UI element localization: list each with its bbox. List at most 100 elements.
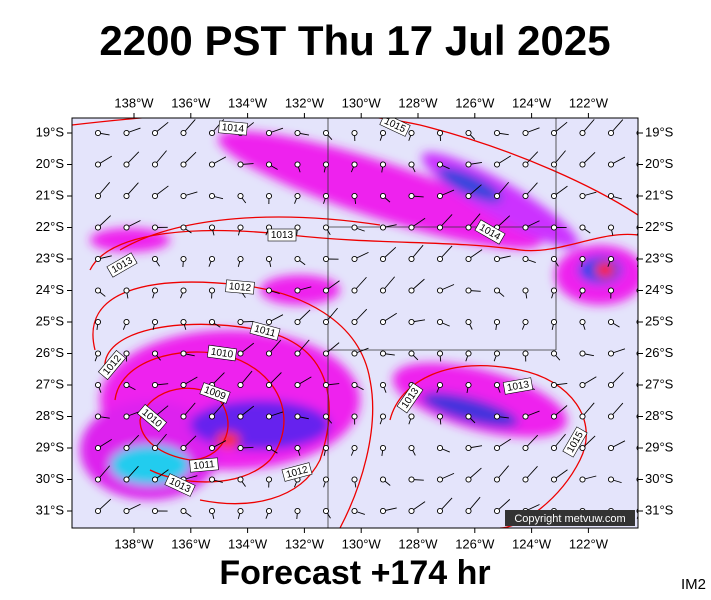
wind-barb xyxy=(322,161,330,173)
wind-station xyxy=(607,224,615,231)
wind-barb xyxy=(436,129,444,142)
wind-barb xyxy=(465,467,482,483)
wind-station xyxy=(493,129,501,137)
wind-station xyxy=(493,381,501,389)
wind-barb xyxy=(351,476,358,488)
wind-station xyxy=(408,192,415,200)
lat-label: 21°S xyxy=(36,187,65,202)
wind-barb xyxy=(294,339,310,357)
wind-barb xyxy=(579,318,586,330)
wind-barb xyxy=(94,381,102,393)
wind-barb xyxy=(408,476,424,483)
wind-station xyxy=(322,350,330,357)
wind-barb xyxy=(351,308,368,326)
wind-station xyxy=(237,381,244,389)
isobar-label-text: 1011 xyxy=(253,324,277,340)
wind-station xyxy=(322,161,330,168)
isobar-label: 1013 xyxy=(502,377,534,395)
wind-barb xyxy=(493,413,509,420)
wind-station xyxy=(123,161,130,168)
wind-barb xyxy=(151,318,159,330)
wind-station xyxy=(180,161,187,168)
wind-barb xyxy=(436,413,444,425)
isobar-label-box xyxy=(164,473,196,497)
lat-label: 30°S xyxy=(36,471,65,486)
wind-barb xyxy=(294,507,301,520)
isobar-label-box xyxy=(396,382,424,414)
wind-barb xyxy=(607,476,622,484)
wind-station xyxy=(151,287,159,294)
wind-barb xyxy=(436,245,453,263)
wind-barb xyxy=(607,348,626,357)
wind-station xyxy=(180,444,187,452)
wind-barb xyxy=(180,151,197,168)
lon-label: 132°W xyxy=(285,536,325,551)
wind-barb xyxy=(151,507,168,515)
wind-barb xyxy=(436,381,444,393)
lat-label: 19°S xyxy=(645,124,674,139)
wind-station xyxy=(408,444,415,452)
lat-label: 29°S xyxy=(36,439,65,454)
wind-barb xyxy=(294,161,301,173)
image-id: IM2 xyxy=(681,576,706,593)
wind-station xyxy=(237,255,244,263)
wind-station xyxy=(123,224,130,231)
wind-station xyxy=(208,318,216,326)
wind-station xyxy=(265,413,273,420)
wind-barb xyxy=(151,433,167,452)
wind-barb xyxy=(123,350,130,362)
wind-barb xyxy=(294,413,309,420)
wind-barb xyxy=(436,444,450,453)
wind-barb xyxy=(436,214,453,231)
lat-label: 26°S xyxy=(645,345,674,360)
lat-label: 31°S xyxy=(36,502,65,517)
wind-station xyxy=(208,444,216,452)
wind-barb xyxy=(322,342,340,357)
wind-barb xyxy=(322,413,333,424)
wind-barb xyxy=(208,318,221,328)
wind-barb xyxy=(408,278,425,294)
wind-barb xyxy=(379,476,391,486)
wind-station xyxy=(493,161,501,168)
wind-station xyxy=(379,350,387,357)
wind-station xyxy=(408,476,415,483)
wind-barb xyxy=(579,287,586,299)
wind-station xyxy=(436,318,444,326)
wind-station xyxy=(579,255,586,263)
wind-station xyxy=(351,255,358,263)
wind-barb xyxy=(522,220,540,231)
wind-barb xyxy=(465,161,483,168)
wind-barb xyxy=(123,151,140,168)
wind-station xyxy=(408,129,415,137)
wind-barb xyxy=(379,350,395,357)
forecast-label: Forecast +174 hr xyxy=(219,554,490,592)
wind-barb xyxy=(379,413,387,425)
wind-barb xyxy=(208,255,216,267)
wind-barb xyxy=(180,287,187,299)
wind-barb xyxy=(607,372,624,389)
wind-station xyxy=(94,381,102,389)
wind-barb xyxy=(180,435,197,452)
wind-staff xyxy=(640,196,645,203)
wind-barb xyxy=(436,472,455,483)
wind-barb xyxy=(237,192,247,204)
wind-station xyxy=(351,476,358,483)
wind-station xyxy=(265,444,273,452)
wind-station xyxy=(94,255,102,263)
wind-barb xyxy=(522,287,529,299)
wind-station xyxy=(351,318,358,326)
wind-station xyxy=(180,287,187,294)
wind-station xyxy=(379,444,387,452)
wind-station xyxy=(465,476,472,483)
wind-station xyxy=(522,255,529,263)
wind-barb xyxy=(465,249,483,263)
wind-station xyxy=(579,318,586,326)
wind-barb xyxy=(265,127,284,137)
wind-barb xyxy=(322,381,340,389)
wind-barb xyxy=(265,339,282,357)
wind-barb xyxy=(436,497,453,515)
wind-barb xyxy=(265,444,278,454)
wind-barb xyxy=(493,255,511,263)
wind-station xyxy=(322,444,330,452)
wind-station xyxy=(123,381,130,389)
